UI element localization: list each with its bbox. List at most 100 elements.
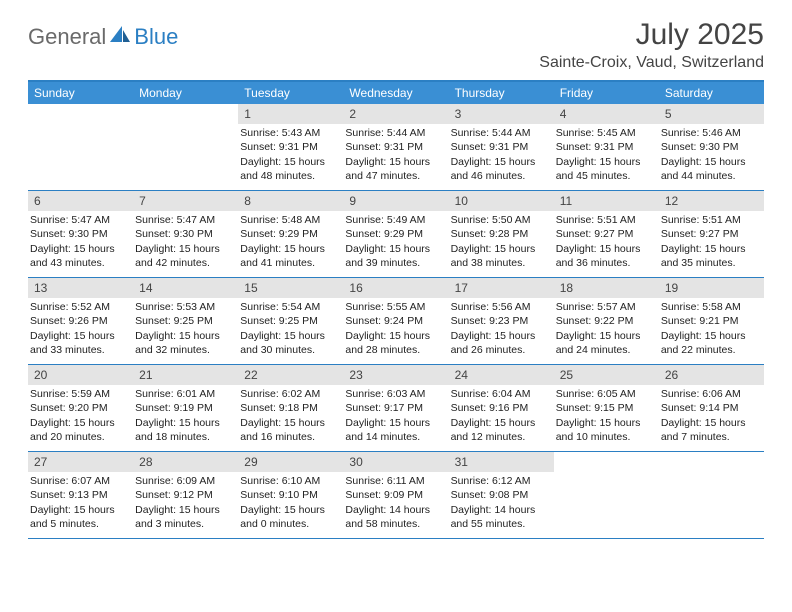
- day-cell: 12Sunrise: 5:51 AMSunset: 9:27 PMDayligh…: [659, 191, 764, 277]
- week-row: 27 Sunrise: 6:07 AMSunset: 9:13 PM Dayligh…: [28, 452, 764, 539]
- daylight-text: Daylight: 15 hours and 0 minutes.: [240, 503, 341, 531]
- day-body: Sunrise: 6:03 AMSunset: 9:17 PMDaylight:…: [343, 385, 448, 448]
- day-body: Sunrise: 5:47 AMSunset: 9:30 PMDaylight:…: [28, 211, 133, 274]
- day-number: 7: [133, 191, 238, 211]
- daylight-text: Daylight: 15 hours and 48 minutes.: [240, 155, 341, 183]
- day-cell: 30Sunrise: 6:11 AMSunset: 9:09 PMDayligh…: [343, 452, 448, 538]
- sunset-text: Sunset: 9:27 PM: [661, 227, 762, 241]
- day-number: 17: [449, 278, 554, 298]
- location: Sainte-Croix, Vaud, Switzerland: [539, 54, 764, 72]
- day-body: Sunrise: 5:59 AMSunset: 9:20 PMDaylight:…: [28, 385, 133, 448]
- sunrise-text: Sunrise: 6:11 AM: [345, 474, 446, 488]
- day-body: Sunrise: 5:45 AMSunset: 9:31 PMDaylight:…: [554, 124, 659, 187]
- daylight-text: Daylight: 15 hours and 20 minutes.: [30, 416, 131, 444]
- week-row: 20Sunrise: 5:59 AMSunset: 9:20 PMDayligh…: [28, 365, 764, 452]
- sunset-text: Sunset: 9:23 PM: [451, 314, 552, 328]
- weekday-header: Saturday: [659, 82, 764, 104]
- day-cell: 28Sunrise: 6:09 AMSunset: 9:12 PMDayligh…: [133, 452, 238, 538]
- day-body: Sunrise: 5:55 AMSunset: 9:24 PMDaylight:…: [343, 298, 448, 361]
- weekday-header: Friday: [554, 82, 659, 104]
- header: General Blue July 2025 Sainte-Croix, Vau…: [28, 18, 764, 72]
- day-cell: 21Sunrise: 6:01 AMSunset: 9:19 PMDayligh…: [133, 365, 238, 451]
- day-body: Sunrise: 6:10 AMSunset: 9:10 PMDaylight:…: [238, 472, 343, 535]
- logo-text-general: General: [28, 24, 106, 50]
- sunrise-text: Sunrise: 5:48 AM: [240, 213, 341, 227]
- sunrise-text: Sunrise: 6:06 AM: [661, 387, 762, 401]
- day-body: Sunrise: 6:12 AMSunset: 9:08 PMDaylight:…: [449, 472, 554, 535]
- day-cell: 26Sunrise: 6:06 AMSunset: 9:14 PMDayligh…: [659, 365, 764, 451]
- daylight-text: Daylight: 15 hours and 38 minutes.: [451, 242, 552, 270]
- sunrise-text: Sunrise: 6:02 AM: [240, 387, 341, 401]
- sunrise-text: Sunrise: 5:49 AM: [345, 213, 446, 227]
- sunset-text: Sunset: 9:31 PM: [240, 140, 341, 154]
- day-number: 16: [343, 278, 448, 298]
- day-number: 6: [28, 191, 133, 211]
- sunset-text: Sunset: 9:25 PM: [240, 314, 341, 328]
- daylight-text: Daylight: 15 hours and 43 minutes.: [30, 242, 131, 270]
- day-cell: 27Sunrise: 6:07 AMSunset: 9:13 PMDayligh…: [28, 452, 133, 538]
- sunset-text: Sunset: 9:24 PM: [345, 314, 446, 328]
- weekday-header: Wednesday: [343, 82, 448, 104]
- day-number: 27: [28, 452, 133, 472]
- daylight-text: Daylight: 15 hours and 35 minutes.: [661, 242, 762, 270]
- sunset-text: Sunset: 9:13 PM: [30, 488, 131, 502]
- day-number: 12: [659, 191, 764, 211]
- day-cell: 1Sunrise: 5:43 AMSunset: 9:31 PMDaylight…: [238, 104, 343, 190]
- sunrise-text: Sunrise: 6:04 AM: [451, 387, 552, 401]
- daylight-text: Daylight: 15 hours and 36 minutes.: [556, 242, 657, 270]
- day-body: Sunrise: 5:44 AMSunset: 9:31 PMDaylight:…: [449, 124, 554, 187]
- sunrise-text: Sunrise: 6:09 AM: [135, 474, 236, 488]
- day-number: 5: [659, 104, 764, 124]
- day-cell: 13Sunrise: 5:52 AMSunset: 9:26 PMDayligh…: [28, 278, 133, 364]
- daylight-text: Daylight: 15 hours and 44 minutes.: [661, 155, 762, 183]
- day-body: Sunrise: 6:11 AMSunset: 9:09 PMDaylight:…: [343, 472, 448, 535]
- daylight-text: Daylight: 15 hours and 7 minutes.: [661, 416, 762, 444]
- day-number: 19: [659, 278, 764, 298]
- weekday-header: Tuesday: [238, 82, 343, 104]
- day-cell: 24Sunrise: 6:04 AMSunset: 9:16 PMDayligh…: [449, 365, 554, 451]
- daylight-text: Daylight: 15 hours and 30 minutes.: [240, 329, 341, 357]
- day-number: 10: [449, 191, 554, 211]
- daylight-text: Daylight: 15 hours and 3 minutes.: [135, 503, 236, 531]
- daylight-text: Daylight: 15 hours and 10 minutes.: [556, 416, 657, 444]
- sunrise-text: Sunrise: 6:07 AM: [30, 474, 131, 488]
- day-body: Sunrise: 5:46 AMSunset: 9:30 PMDaylight:…: [659, 124, 764, 187]
- sunrise-text: Sunrise: 6:12 AM: [451, 474, 552, 488]
- sunrise-text: Sunrise: 5:56 AM: [451, 300, 552, 314]
- week-row: 13Sunrise: 5:52 AMSunset: 9:26 PMDayligh…: [28, 278, 764, 365]
- daylight-text: Daylight: 15 hours and 28 minutes.: [345, 329, 446, 357]
- day-number: 15: [238, 278, 343, 298]
- sunset-text: Sunset: 9:31 PM: [451, 140, 552, 154]
- day-cell: 6Sunrise: 5:47 AMSunset: 9:30 PMDaylight…: [28, 191, 133, 277]
- sunset-text: Sunset: 9:09 PM: [345, 488, 446, 502]
- sunrise-text: Sunrise: 5:53 AM: [135, 300, 236, 314]
- sunrise-text: Sunrise: 5:58 AM: [661, 300, 762, 314]
- sunrise-text: Sunrise: 5:50 AM: [451, 213, 552, 227]
- day-cell: 18Sunrise: 5:57 AMSunset: 9:22 PMDayligh…: [554, 278, 659, 364]
- weekday-header-row: SundayMondayTuesdayWednesdayThursdayFrid…: [28, 82, 764, 104]
- sunset-text: Sunset: 9:18 PM: [240, 401, 341, 415]
- sunset-text: Sunset: 9:08 PM: [451, 488, 552, 502]
- daylight-text: Daylight: 15 hours and 46 minutes.: [451, 155, 552, 183]
- sunrise-text: Sunrise: 5:52 AM: [30, 300, 131, 314]
- day-cell: 20Sunrise: 5:59 AMSunset: 9:20 PMDayligh…: [28, 365, 133, 451]
- day-body: Sunrise: 5:49 AMSunset: 9:29 PMDaylight:…: [343, 211, 448, 274]
- sunrise-text: Sunrise: 5:43 AM: [240, 126, 341, 140]
- day-body: Sunrise: 5:53 AMSunset: 9:25 PMDaylight:…: [133, 298, 238, 361]
- day-number: 8: [238, 191, 343, 211]
- day-body: Sunrise: 6:06 AMSunset: 9:14 PMDaylight:…: [659, 385, 764, 448]
- day-body: Sunrise: 5:51 AMSunset: 9:27 PMDaylight:…: [554, 211, 659, 274]
- day-body: Sunrise: 5:52 AMSunset: 9:26 PMDaylight:…: [28, 298, 133, 361]
- sunrise-text: Sunrise: 5:44 AM: [345, 126, 446, 140]
- day-body: Sunrise: 5:57 AMSunset: 9:22 PMDaylight:…: [554, 298, 659, 361]
- daylight-text: Daylight: 15 hours and 26 minutes.: [451, 329, 552, 357]
- day-body: Sunrise: 5:58 AMSunset: 9:21 PMDaylight:…: [659, 298, 764, 361]
- daylight-text: Daylight: 15 hours and 18 minutes.: [135, 416, 236, 444]
- daylight-text: Daylight: 15 hours and 14 minutes.: [345, 416, 446, 444]
- sunrise-text: Sunrise: 5:57 AM: [556, 300, 657, 314]
- title-block: July 2025 Sainte-Croix, Vaud, Switzerlan…: [539, 18, 764, 72]
- day-cell: 8Sunrise: 5:48 AMSunset: 9:29 PMDaylight…: [238, 191, 343, 277]
- day-number: 22: [238, 365, 343, 385]
- day-cell: 14Sunrise: 5:53 AMSunset: 9:25 PMDayligh…: [133, 278, 238, 364]
- week-row: 1Sunrise: 5:43 AMSunset: 9:31 PMDaylight…: [28, 104, 764, 191]
